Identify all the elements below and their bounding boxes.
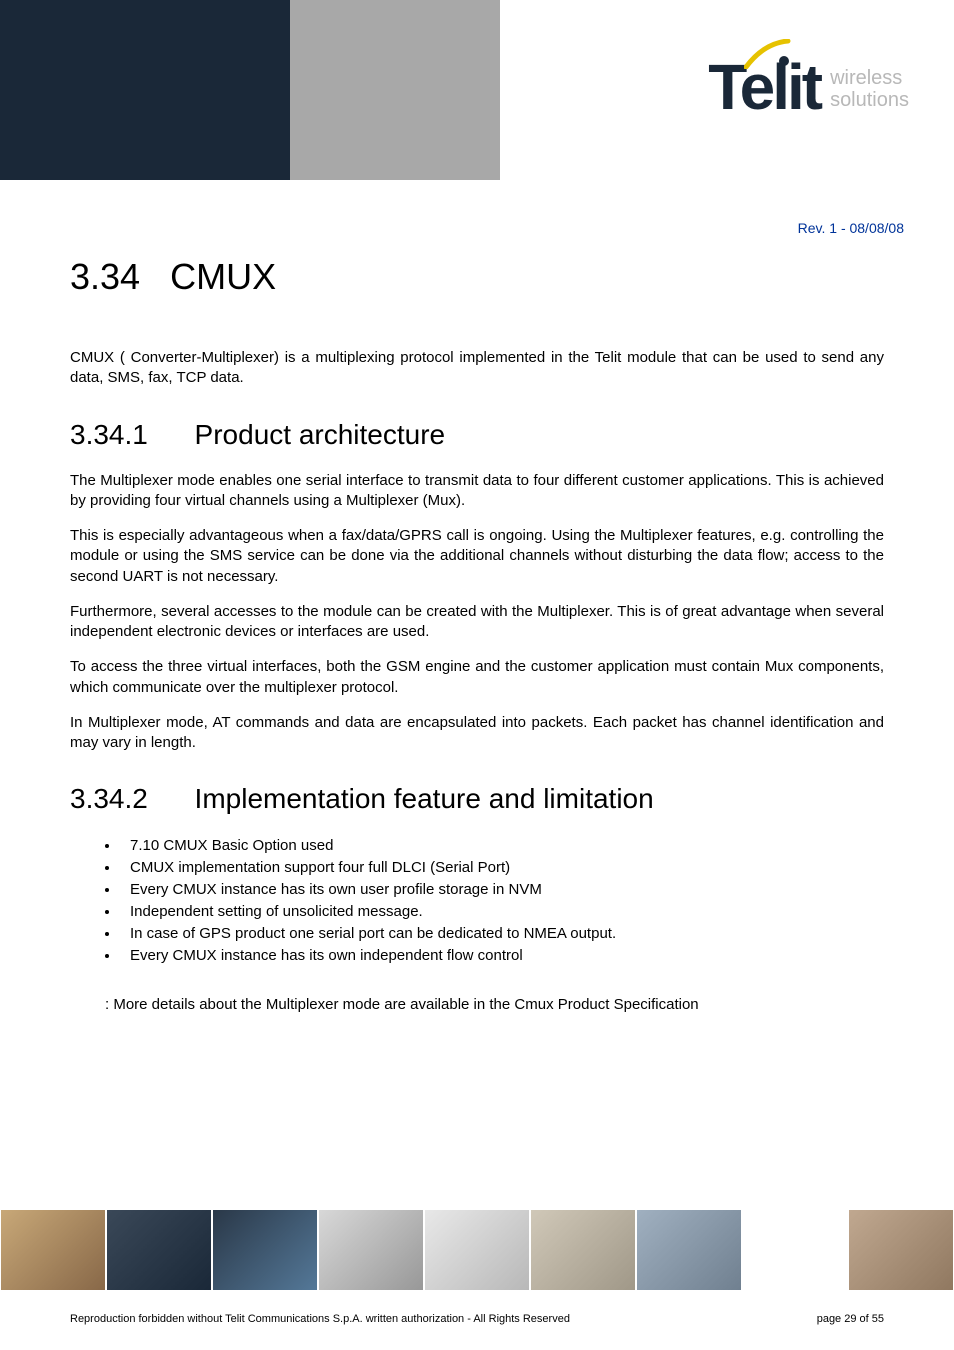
- footer-thumb: [637, 1210, 741, 1290]
- logo-area: Telit wireless solutions: [708, 55, 909, 119]
- sub1-para-3: To access the three virtual interfaces, …: [70, 657, 884, 698]
- footer-thumb: [425, 1210, 529, 1290]
- footer-thumb: [1, 1210, 105, 1290]
- tagline-line2: solutions: [830, 89, 909, 111]
- section-heading: 3.34 CMUX: [70, 256, 884, 298]
- footer-thumb: [213, 1210, 317, 1290]
- footer-thumb: [319, 1210, 423, 1290]
- subsection2-heading: 3.34.2 Implementation feature and limita…: [70, 783, 884, 815]
- footer-page-info: page 29 of 55: [817, 1313, 884, 1325]
- header-dark-block: [0, 0, 290, 180]
- subsection2-number: 3.34.2: [70, 783, 148, 814]
- subsection1-heading: 3.34.1 Product architecture: [70, 419, 884, 451]
- tagline-line1: wireless: [830, 67, 909, 89]
- header-gray-block: [290, 0, 500, 180]
- sub1-para-0: The Multiplexer mode enables one serial …: [70, 471, 884, 512]
- feature-item: CMUX implementation support four full DL…: [120, 857, 884, 878]
- footer-thumb: [743, 1210, 847, 1290]
- logo-text: Telit: [708, 55, 820, 119]
- section-number: 3.34: [70, 256, 140, 297]
- footer-thumb: [531, 1210, 635, 1290]
- section-intro: CMUX ( Converter-Multiplexer) is a multi…: [70, 348, 884, 389]
- subsection2-title: Implementation feature and limitation: [195, 783, 654, 814]
- revision-text: Rev. 1 - 08/08/08: [0, 220, 904, 236]
- sub1-para-1: This is especially advantageous when a f…: [70, 526, 884, 587]
- sub1-para-2: Furthermore, several accesses to the mod…: [70, 602, 884, 643]
- subsection1-title: Product architecture: [195, 419, 446, 450]
- page-header: Telit wireless solutions: [0, 0, 954, 180]
- logo-accent-icon: [744, 39, 792, 69]
- footer-thumb: [107, 1210, 211, 1290]
- footer-thumb: [849, 1210, 953, 1290]
- page-content: 3.34 CMUX CMUX ( Converter-Multiplexer) …: [0, 256, 954, 1013]
- footer-text: Reproduction forbidden without Telit Com…: [0, 1313, 954, 1325]
- section-title: CMUX: [170, 256, 276, 297]
- sub1-para-4: In Multiplexer mode, AT commands and dat…: [70, 713, 884, 754]
- subsection1-number: 3.34.1: [70, 419, 148, 450]
- feature-item: 7.10 CMUX Basic Option used: [120, 835, 884, 856]
- feature-item: In case of GPS product one serial port c…: [120, 923, 884, 944]
- feature-item: Every CMUX instance has its own user pro…: [120, 879, 884, 900]
- logo-tagline: wireless solutions: [830, 67, 909, 111]
- footer-copyright: Reproduction forbidden without Telit Com…: [70, 1313, 570, 1325]
- footer-image-strip: [0, 1210, 954, 1290]
- feature-item: Independent setting of unsolicited messa…: [120, 901, 884, 922]
- feature-item: Every CMUX instance has its own independ…: [120, 945, 884, 966]
- note-text: : More details about the Multiplexer mod…: [105, 996, 884, 1013]
- feature-list: 7.10 CMUX Basic Option used CMUX impleme…: [120, 835, 884, 966]
